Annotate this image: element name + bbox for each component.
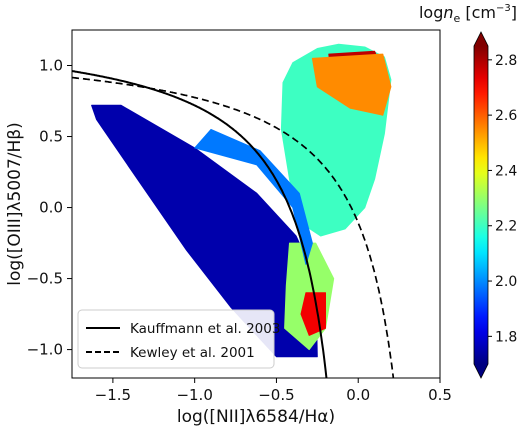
colorbar-tick-label: 2.0 [495,274,517,290]
colorbar-tick-label: 1.8 [495,329,517,345]
x-tick-label: −0.5 [258,386,294,404]
y-axis: −1.0 −0.5 0.0 0.5 1.0 [27,57,72,359]
x-tick-label: 0.0 [346,386,370,404]
kewley-2001-line [72,76,395,378]
colorbar-min-extension [474,364,488,378]
x-tick-label: 0.5 [428,386,452,404]
colorbar-max-extension [474,32,488,46]
legend-entry-label: Kauffmann et al. 2003 [130,321,280,337]
plot-frame [71,29,441,379]
colorbar-tick-label: 2.2 [495,219,517,235]
y-tick-label: 1.0 [39,57,63,75]
legend-entry-label: Kewley et al. 2001 [130,345,255,361]
x-axis-label: log([NII]λ6584/Hα) [177,407,335,427]
y-tick-label: 0.5 [39,128,63,146]
x-axis: −1.5 −1.0 −0.5 0.0 0.5 [95,378,452,404]
legend-box [77,309,275,369]
region-upper-orange-zone [311,53,392,116]
y-axis-label: log([OIII]λ5007/Hβ) [5,122,25,286]
region-mixing-arm [194,128,313,265]
colorbar-tick-label: 2.8 [495,53,517,69]
density-map [91,43,392,358]
colorbar: 1.8 2.0 2.2 2.4 2.6 2.8 [473,31,517,379]
demarcation-lines [72,70,395,378]
colorbar-label: logne [cm−3] [419,3,517,25]
x-tick-label: −1.0 [176,386,212,404]
colorbar-gradient [474,46,488,364]
colorbar-tick-label: 2.6 [495,108,517,124]
x-tick-label: −1.5 [95,386,131,404]
legend: Kauffmann et al. 2003 Kewley et al. 2001 [77,309,280,369]
y-tick-label: −1.0 [27,341,63,359]
colorbar-tick-label: 2.4 [495,163,517,179]
colorbar-outline [473,31,489,379]
y-tick-label: −0.5 [27,270,63,288]
y-tick-label: 0.0 [39,199,63,217]
kauffmann-2003-line [72,70,328,378]
